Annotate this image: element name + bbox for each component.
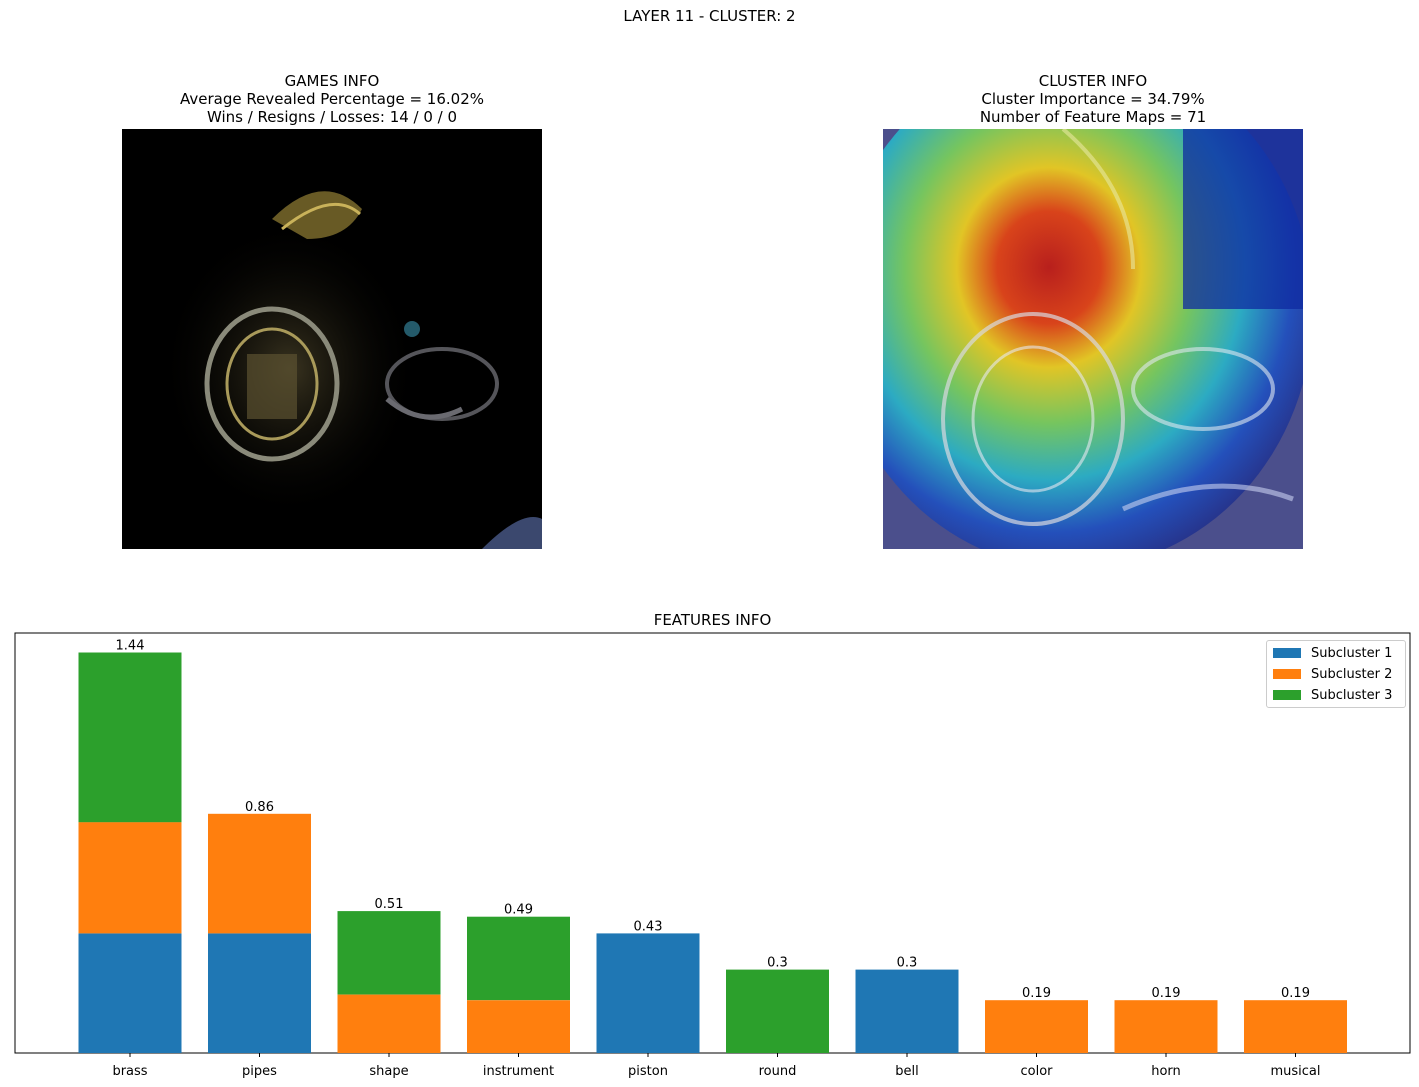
games-info-title-block: GAMES INFO Average Revealed Percentage =… (122, 72, 542, 126)
bar-brass-subcluster-1 (78, 933, 182, 1053)
cluster-importance: Cluster Importance = 34.79% (981, 90, 1205, 108)
legend-swatch-2 (1273, 669, 1301, 679)
bar-instrument-subcluster-3 (467, 916, 570, 1001)
bar-brass-subcluster-2 (78, 822, 182, 934)
cluster-heatmap-image (883, 129, 1303, 549)
legend-label-1: Subcluster 1 (1311, 645, 1393, 661)
x-tick-label-bell: bell (895, 1064, 918, 1079)
bar-total-label-musical: 0.19 (1281, 986, 1310, 1001)
cluster-info-title-block: CLUSTER INFO Cluster Importance = 34.79%… (883, 72, 1303, 126)
legend-label-2: Subcluster 2 (1311, 666, 1393, 682)
revealed-horn-drawing (122, 129, 542, 549)
bar-total-label-horn: 0.19 (1152, 986, 1181, 1001)
revealed-horn-image (122, 129, 542, 549)
bar-total-label-pipes: 0.86 (245, 800, 274, 815)
bar-brass-subcluster-3 (78, 652, 182, 823)
plot-frame (14, 632, 1411, 1054)
figure-title: LAYER 11 - CLUSTER: 2 (623, 7, 796, 25)
bar-instrument-subcluster-2 (467, 1000, 570, 1053)
bar-total-label-round: 0.3 (767, 956, 788, 971)
chart-legend: Subcluster 1 Subcluster 2 Subcluster 3 (1266, 640, 1406, 708)
bar-bell-subcluster-1 (855, 969, 959, 1053)
bar-color-subcluster-2 (985, 1000, 1088, 1053)
legend-swatch-3 (1273, 690, 1301, 700)
x-tick-label-color: color (1020, 1064, 1053, 1079)
x-tick-label-instrument: instrument (483, 1064, 554, 1079)
legend-item-subcluster-3: Subcluster 3 (1273, 687, 1392, 703)
bar-shape-subcluster-3 (337, 911, 441, 995)
legend-item-subcluster-2: Subcluster 2 (1273, 666, 1392, 682)
x-tick-label-piston: piston (628, 1064, 668, 1079)
bar-pipes-subcluster-2 (208, 813, 311, 934)
bar-total-label-instrument: 0.49 (504, 903, 533, 918)
x-tick-label-round: round (759, 1064, 797, 1079)
bar-total-label-color: 0.19 (1022, 986, 1051, 1001)
games-info-heading: GAMES INFO (284, 72, 380, 90)
bar-round-subcluster-3 (726, 969, 829, 1053)
x-tick-label-musical: musical (1270, 1064, 1320, 1079)
features-chart-title: FEATURES INFO (653, 611, 772, 629)
bar-horn-subcluster-2 (1114, 1000, 1218, 1053)
number-of-feature-maps: Number of Feature Maps = 71 (979, 108, 1207, 126)
bar-shape-subcluster-2 (337, 994, 441, 1053)
legend-swatch-1 (1273, 648, 1301, 658)
bar-total-label-bell: 0.3 (897, 956, 918, 971)
bar-piston-subcluster-1 (596, 933, 700, 1053)
bar-pipes-subcluster-1 (208, 933, 311, 1053)
x-tick-label-horn: horn (1151, 1064, 1181, 1079)
average-revealed-percentage: Average Revealed Percentage = 16.02% (179, 90, 484, 108)
wins-resigns-losses: Wins / Resigns / Losses: 14 / 0 / 0 (206, 108, 458, 126)
bar-total-label-shape: 0.51 (375, 897, 404, 912)
cluster-info-heading: CLUSTER INFO (1038, 72, 1148, 90)
x-tick-label-shape: shape (369, 1064, 408, 1079)
cluster-heatmap-drawing (883, 129, 1303, 549)
bar-total-label-brass: 1.44 (116, 639, 145, 654)
legend-label-3: Subcluster 3 (1311, 687, 1393, 703)
bar-total-label-piston: 0.43 (634, 919, 663, 934)
bar-musical-subcluster-2 (1244, 1000, 1347, 1053)
x-tick-label-pipes: pipes (242, 1064, 277, 1079)
x-tick-label-brass: brass (112, 1064, 147, 1079)
legend-item-subcluster-1: Subcluster 1 (1273, 645, 1392, 661)
